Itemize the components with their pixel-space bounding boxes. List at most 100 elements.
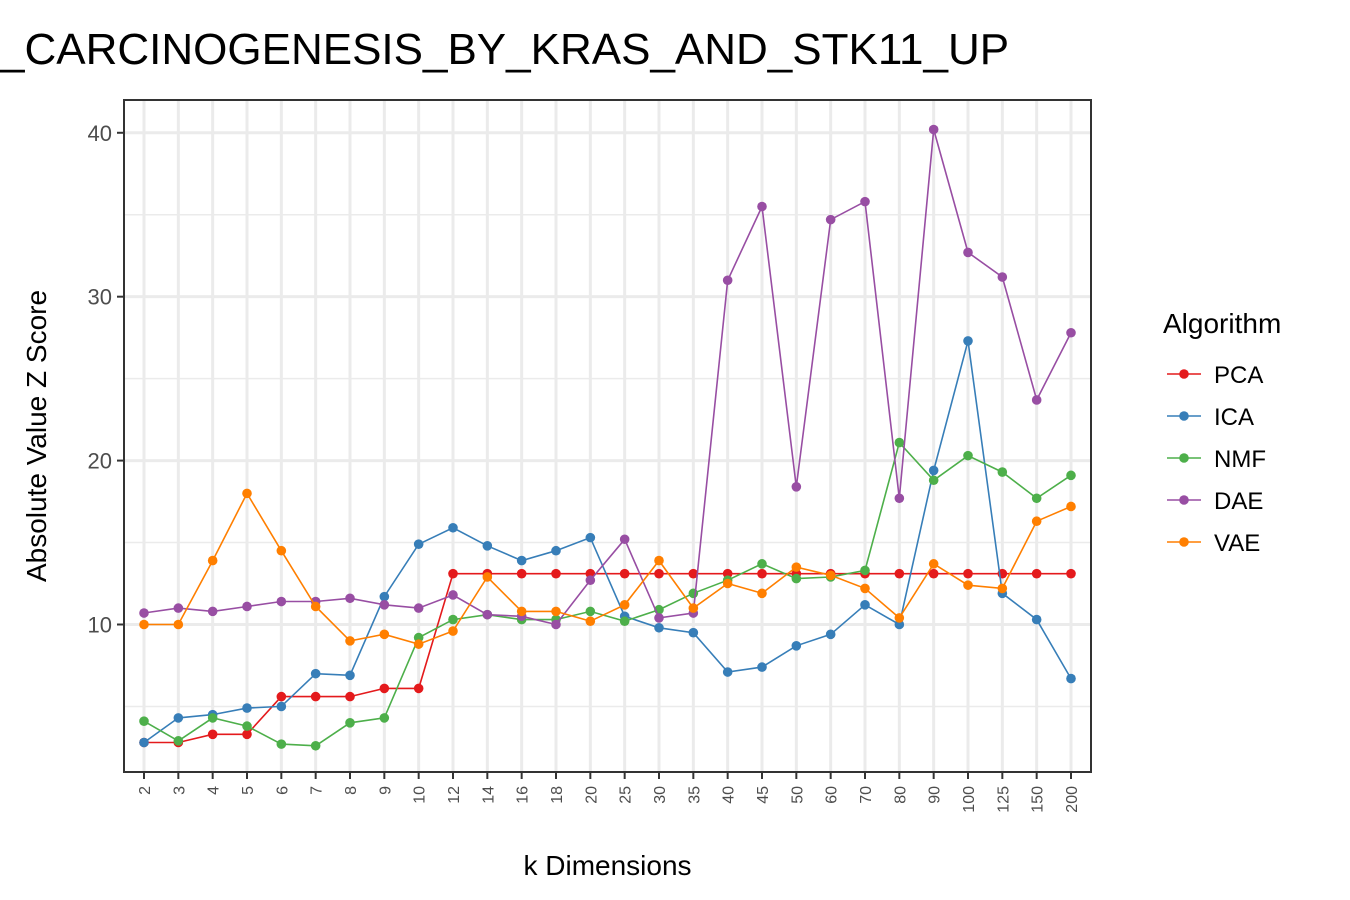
data-point-dae xyxy=(413,603,424,613)
y-tick-label: 30 xyxy=(88,285,112,310)
data-point-pca xyxy=(310,691,321,702)
data-point-dae xyxy=(654,613,664,623)
chart-title: _CARCINOGENESIS_BY_KRAS_AND_STK11_UP xyxy=(0,25,1009,74)
data-point-ica xyxy=(585,532,596,543)
x-axis-title: k Dimensions xyxy=(523,850,691,881)
legend-item-dae: DAE xyxy=(1167,488,1263,515)
x-tick-label: 6 xyxy=(274,786,291,795)
series-line-pca xyxy=(144,572,1071,744)
data-point-pca xyxy=(379,683,390,694)
legend-label: VAE xyxy=(1214,530,1260,557)
data-point-nmf xyxy=(585,606,596,617)
data-point-pca xyxy=(345,691,355,702)
data-point-pca xyxy=(688,568,699,579)
legend-item-nmf: NMF xyxy=(1167,446,1266,473)
x-tick-label: 10 xyxy=(412,786,429,804)
data-point-dae xyxy=(482,609,493,620)
data-point-vae xyxy=(345,636,355,646)
data-point-dae xyxy=(1031,395,1042,405)
data-point-ica xyxy=(276,701,287,712)
data-point-ica xyxy=(928,465,939,476)
data-point-ica xyxy=(448,522,458,533)
y-tick-label: 20 xyxy=(88,449,112,474)
data-point-vae xyxy=(207,555,218,566)
x-tick-label: 25 xyxy=(618,786,635,804)
x-tick-label: 90 xyxy=(927,786,944,804)
data-point-dae xyxy=(722,275,733,286)
data-point-nmf xyxy=(276,739,287,749)
data-point-pca xyxy=(276,691,287,702)
data-point-dae xyxy=(242,601,252,612)
legend-key-point xyxy=(1179,453,1189,463)
data-point-nmf xyxy=(207,713,218,723)
series-vae xyxy=(139,488,1076,649)
legend-label: ICA xyxy=(1214,404,1254,431)
data-point-dae xyxy=(345,593,355,604)
data-point-vae xyxy=(619,600,630,610)
data-point-ica xyxy=(860,600,870,610)
data-point-ica xyxy=(688,627,699,638)
data-point-dae xyxy=(276,596,287,607)
data-point-ica xyxy=(654,622,664,633)
data-point-vae xyxy=(173,619,184,630)
data-point-nmf xyxy=(448,614,458,625)
data-point-nmf xyxy=(173,736,184,746)
data-point-pca xyxy=(1066,568,1076,579)
x-tick-label: 7 xyxy=(309,786,326,795)
data-point-nmf xyxy=(997,467,1008,477)
data-point-ica xyxy=(825,629,836,640)
data-point-nmf xyxy=(310,740,321,751)
y-axis-title: Absolute Value Z Score xyxy=(21,290,52,582)
data-point-nmf xyxy=(379,713,390,723)
data-point-dae xyxy=(860,196,870,207)
data-point-vae xyxy=(482,572,493,582)
legend-key-point xyxy=(1179,537,1189,547)
data-point-vae xyxy=(928,559,939,569)
data-point-pca xyxy=(242,729,252,740)
data-point-ica xyxy=(791,640,802,651)
x-tick-label: 14 xyxy=(480,786,497,804)
legend-label: DAE xyxy=(1214,488,1263,515)
data-point-dae xyxy=(585,575,596,586)
data-point-nmf xyxy=(688,588,699,599)
data-point-dae xyxy=(894,493,905,504)
series-line-vae xyxy=(144,491,1072,646)
series-line-dae xyxy=(143,129,1072,626)
data-point-ica xyxy=(173,713,184,723)
series-layer xyxy=(139,124,1076,751)
data-point-pca xyxy=(1031,568,1042,579)
data-point-nmf xyxy=(894,437,905,448)
x-tick-label: 35 xyxy=(686,786,703,804)
x-tick-label: 150 xyxy=(1030,786,1047,813)
data-point-vae xyxy=(516,606,527,617)
data-point-vae xyxy=(379,629,390,640)
x-tick-label: 50 xyxy=(789,786,806,804)
data-point-vae xyxy=(654,555,664,566)
series-line-ica xyxy=(143,340,1072,744)
data-point-dae xyxy=(928,124,939,135)
data-point-vae xyxy=(139,619,149,630)
x-tick-label: 9 xyxy=(377,786,394,795)
data-point-vae xyxy=(825,570,836,581)
legend-label: PCA xyxy=(1214,362,1263,389)
x-tick-label: 18 xyxy=(549,786,566,804)
x-tick-label: 2 xyxy=(137,786,154,795)
data-point-dae xyxy=(379,600,390,610)
data-point-nmf xyxy=(1066,470,1076,481)
series-nmf xyxy=(139,437,1076,751)
data-point-vae xyxy=(448,626,458,636)
data-point-vae xyxy=(963,580,973,590)
data-point-vae xyxy=(860,583,870,594)
data-point-pca xyxy=(413,683,424,694)
x-tick-label: 4 xyxy=(206,786,223,795)
series-ica xyxy=(139,336,1076,748)
data-point-nmf xyxy=(242,721,252,731)
series-dae xyxy=(139,124,1076,630)
data-point-ica xyxy=(963,336,973,346)
data-point-vae xyxy=(688,603,699,613)
data-point-vae xyxy=(276,545,287,556)
data-point-dae xyxy=(207,606,218,617)
panel-background xyxy=(124,100,1091,772)
x-tick-label: 8 xyxy=(343,786,360,795)
data-point-dae xyxy=(551,619,561,630)
